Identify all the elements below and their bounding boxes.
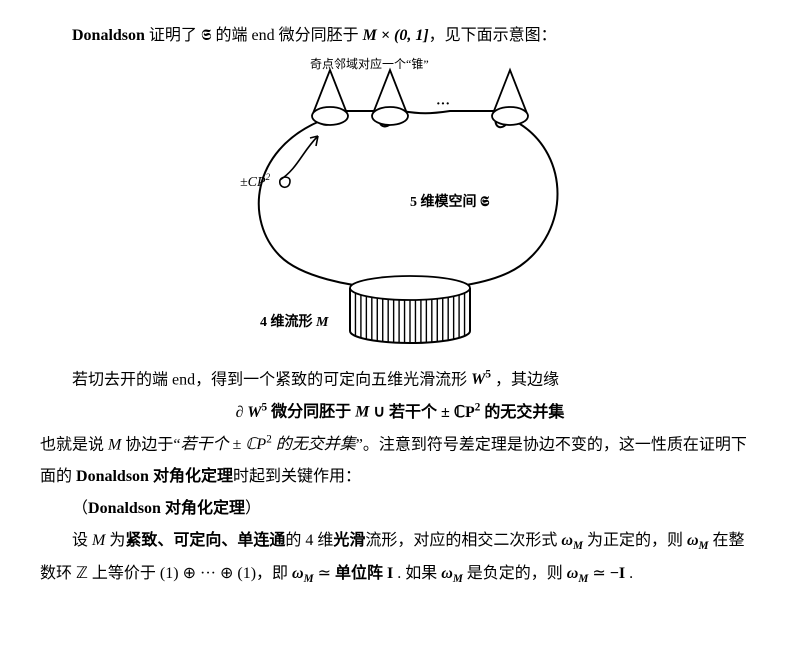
- tb-equiv: ≃: [314, 565, 335, 582]
- p3-d: 时起到关键作用：: [233, 468, 361, 485]
- moduli-label: 5 维模空间 𝕾: [410, 193, 490, 210]
- tb-j: .: [625, 565, 633, 582]
- label-top: 奇点邻域对应一个“锥”: [310, 56, 429, 71]
- donaldson-diag-thm: Donaldson 对角化定理: [76, 468, 233, 485]
- tb-a: 设: [72, 532, 92, 549]
- tb-c: 的 4 维: [285, 532, 333, 549]
- intro-text-1: 证明了 𝕾 的端 end 微分同胚于: [145, 27, 363, 44]
- center-mid: 微分同胚于: [267, 404, 355, 421]
- tb-e: 为正定的，则: [583, 532, 687, 549]
- cylinder-neck: [350, 276, 470, 343]
- omega-M-1: ωM: [561, 532, 583, 549]
- cone-2: [372, 70, 408, 125]
- omega-M-5: ωM: [567, 565, 589, 582]
- intro-formula: M × (0, 1]: [363, 27, 429, 44]
- cone-3: [492, 70, 528, 125]
- dW5: ∂ W5: [236, 404, 267, 421]
- omega-M-4: ωM: [441, 565, 463, 582]
- omega-M-3: ωM: [292, 565, 314, 582]
- p3-M: M: [108, 436, 121, 453]
- donaldson-name: Donaldson: [72, 27, 145, 44]
- ellipsis-dots: ···: [436, 97, 450, 112]
- tb-h: . 如果: [393, 565, 441, 582]
- manifold-label: 4 维流形 M: [260, 313, 329, 330]
- tb-g: ，即: [256, 565, 292, 582]
- boundary-formula: ∂ W5 微分同胚于 M ∪ 若干个 ± ℂP2 的无交并集: [40, 396, 760, 428]
- para-cobordism: 也就是说 M 协边于“若干个 ± ℂP2 的无交并集”。注意到符号差定理是协边不…: [40, 429, 760, 493]
- p2-b: ，其边缘: [491, 371, 559, 388]
- p2-a: 若切去开的端 end，得到一个紧致的可定向五维光滑流形: [72, 371, 471, 388]
- theorem-body: 设 M 为紧致、可定向、单连通的 4 维光滑流形，对应的相交二次形式 ωM 为正…: [40, 525, 760, 590]
- paren-close: ）: [245, 500, 261, 517]
- center-M: M: [355, 404, 369, 421]
- tb-i: 是负定的，则: [463, 565, 567, 582]
- intro-text-2: ，见下面示意图：: [429, 27, 557, 44]
- tb-b: 为: [105, 532, 125, 549]
- moduli-diagram: 奇点邻域对应一个“锥” ··· ±CP2 5 维模空间 𝕾 4 维流形 M: [190, 56, 610, 356]
- theorem-title: （Donaldson 对角化定理）: [40, 493, 760, 525]
- paren-open: （: [72, 500, 88, 517]
- tb-kw2: 光滑: [333, 532, 365, 549]
- tb-sum: (1) ⊕ ··· ⊕ (1): [160, 565, 256, 582]
- cone-1: [312, 70, 348, 125]
- center-rest: 若干个 ± ℂP2 的无交并集: [389, 404, 564, 421]
- W5: W5: [471, 371, 491, 388]
- blob-outline: [259, 111, 558, 289]
- thm-name: Donaldson 对角化定理: [88, 500, 245, 517]
- tb-minusI: −I: [610, 565, 625, 582]
- tb-equiv2: ≃: [588, 565, 609, 582]
- p3-b: 协边于“: [121, 436, 180, 453]
- omega-M-2: ωM: [687, 532, 709, 549]
- para-cutend: 若切去开的端 end，得到一个紧致的可定向五维光滑流形 W5 ，其边缘: [40, 364, 760, 396]
- tb-kw: 紧致、可定向、单连通: [125, 532, 285, 549]
- p3-a: 也就是说: [40, 436, 108, 453]
- intro-paragraph: Donaldson 证明了 𝕾 的端 end 微分同胚于 M × (0, 1]，…: [40, 20, 760, 52]
- center-cup: ∪: [369, 404, 389, 421]
- tb-M: M: [92, 532, 105, 549]
- tb-d: 流形，对应的相交二次形式: [365, 532, 561, 549]
- tb-unit: 单位阵 I: [335, 565, 393, 582]
- p3-italic: 若干个 ± ℂP2 的无交并集: [180, 436, 355, 453]
